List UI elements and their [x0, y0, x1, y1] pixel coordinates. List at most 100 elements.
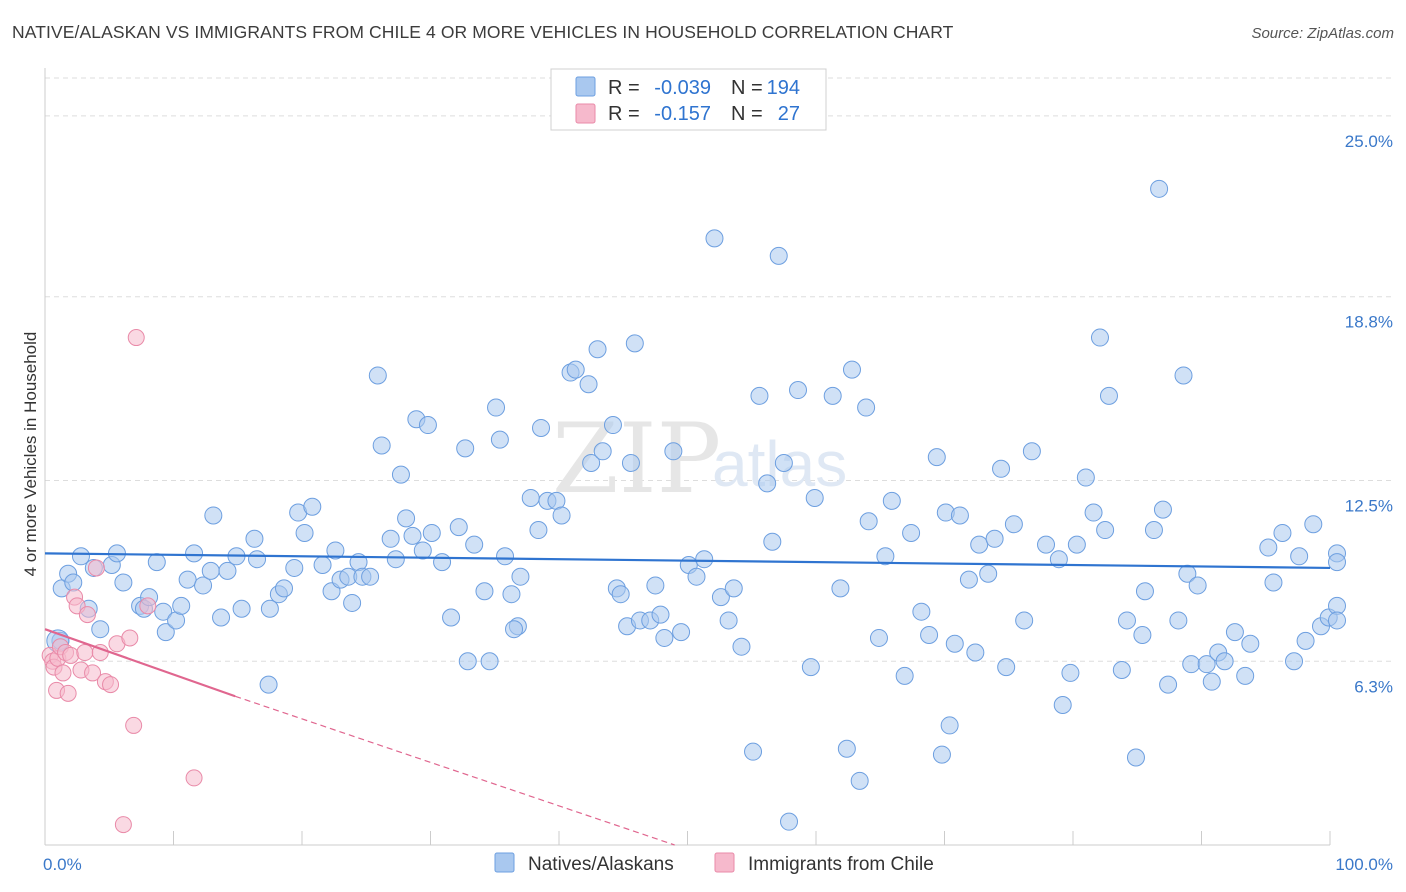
- data-point-natives: [1225, 623, 1244, 642]
- data-point-natives: [1290, 547, 1309, 566]
- data-point-natives: [932, 745, 951, 764]
- legend-swatch-pink: [575, 103, 596, 124]
- data-point-natives: [719, 611, 738, 630]
- data-point-natives: [1285, 652, 1304, 671]
- data-point-natives: [71, 547, 90, 566]
- data-point-natives: [490, 430, 509, 449]
- data-point-natives: [285, 558, 304, 577]
- data-point-natives: [532, 418, 551, 437]
- data-point-natives: [1264, 573, 1283, 592]
- data-point-natives: [1174, 366, 1193, 385]
- bottom-legend-swatch-blue: [494, 852, 515, 873]
- data-point-natives: [505, 620, 524, 639]
- data-point-natives: [386, 550, 405, 569]
- data-point-chile: [121, 629, 139, 647]
- data-point-natives: [1144, 521, 1163, 540]
- data-point-natives: [232, 599, 251, 618]
- data-point-natives: [837, 739, 856, 758]
- data-point-natives: [831, 579, 850, 598]
- source-label: Source: ZipAtlas.com: [1251, 25, 1394, 42]
- data-point-natives: [1004, 515, 1023, 534]
- data-point-natives: [940, 716, 959, 735]
- data-point-natives: [1117, 611, 1136, 630]
- data-point-chile: [185, 769, 203, 787]
- data-point-natives: [295, 523, 314, 542]
- data-point-chile: [102, 676, 120, 694]
- data-point-natives: [326, 541, 345, 560]
- data-point-natives: [970, 535, 989, 554]
- data-point-natives: [1099, 386, 1118, 405]
- data-point-natives: [850, 771, 869, 790]
- data-point-natives: [789, 381, 808, 400]
- data-point-natives: [1328, 611, 1346, 630]
- data-point-natives: [664, 442, 683, 461]
- data-point-natives: [950, 506, 969, 525]
- data-point-natives: [154, 602, 173, 621]
- data-point-natives: [646, 576, 665, 595]
- data-point-natives: [1296, 631, 1315, 650]
- data-point-chile: [76, 644, 94, 662]
- series-immigrants-from-chile: [41, 329, 203, 834]
- data-point-chile: [127, 329, 145, 347]
- data-point-natives: [655, 628, 674, 647]
- legend-swatch-blue: [575, 76, 596, 97]
- legend-r-label-1: R =: [608, 77, 640, 99]
- data-point-chile: [54, 664, 72, 682]
- data-point-natives: [823, 386, 842, 405]
- data-point-natives: [480, 652, 499, 671]
- data-point-natives: [442, 608, 461, 627]
- data-point-natives: [769, 246, 788, 265]
- data-point-natives: [1076, 468, 1095, 487]
- bottom-legend-swatch-pink: [714, 852, 735, 873]
- data-point-natives: [147, 553, 166, 572]
- data-point-natives: [361, 567, 380, 586]
- data-point-natives: [212, 608, 231, 627]
- trend-lines: [44, 552, 1331, 846]
- data-point-natives: [1061, 663, 1080, 682]
- data-point-natives: [245, 529, 264, 548]
- data-point-natives: [391, 465, 410, 484]
- data-point-natives: [487, 398, 506, 417]
- chart-title: NATIVE/ALASKAN VS IMMIGRANTS FROM CHILE …: [12, 22, 954, 42]
- data-point-chile: [114, 816, 132, 834]
- data-point-natives: [303, 497, 322, 516]
- data-point-natives: [859, 512, 878, 531]
- data-point-natives: [433, 553, 452, 572]
- data-point-natives: [582, 453, 601, 472]
- data-point-natives: [758, 474, 777, 493]
- data-point-natives: [1159, 675, 1178, 694]
- data-point-natives: [780, 812, 799, 831]
- data-point-natives: [1112, 661, 1131, 680]
- data-point-natives: [1150, 179, 1169, 198]
- legend-r-value-1: -0.039: [654, 77, 711, 99]
- data-point-natives: [979, 564, 998, 583]
- data-point-chile: [84, 664, 102, 682]
- data-point-natives: [194, 576, 213, 595]
- data-point-natives: [593, 442, 612, 461]
- data-point-natives: [529, 521, 548, 540]
- data-point-natives: [945, 634, 964, 653]
- data-point-natives: [672, 623, 691, 642]
- data-point-natives: [403, 526, 422, 545]
- data-point-natives: [204, 506, 223, 525]
- data-point-natives: [260, 599, 279, 618]
- data-point-natives: [992, 459, 1011, 478]
- data-point-natives: [621, 453, 640, 472]
- data-point-natives: [422, 523, 441, 542]
- data-point-natives: [902, 523, 921, 542]
- data-point-natives: [1084, 503, 1103, 522]
- trend-line-chile-extended: [234, 695, 675, 846]
- data-point-natives: [64, 573, 83, 592]
- data-point-natives: [368, 366, 387, 385]
- legend-n-label-1: N =: [731, 77, 763, 99]
- data-point-natives: [1215, 652, 1234, 671]
- axes: 0.0% 100.0%: [43, 68, 1393, 874]
- data-point-natives: [449, 518, 468, 537]
- data-point-natives: [381, 529, 400, 548]
- data-point-natives: [882, 491, 901, 510]
- data-point-natives: [1153, 500, 1172, 519]
- data-point-natives: [566, 360, 585, 379]
- data-point-natives: [1096, 521, 1115, 540]
- x-tick-label-min: 0.0%: [43, 855, 82, 874]
